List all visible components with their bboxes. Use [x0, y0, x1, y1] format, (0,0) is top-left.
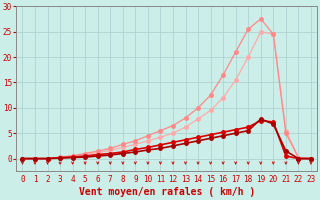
X-axis label: Vent moyen/en rafales ( km/h ): Vent moyen/en rafales ( km/h )	[79, 187, 255, 197]
